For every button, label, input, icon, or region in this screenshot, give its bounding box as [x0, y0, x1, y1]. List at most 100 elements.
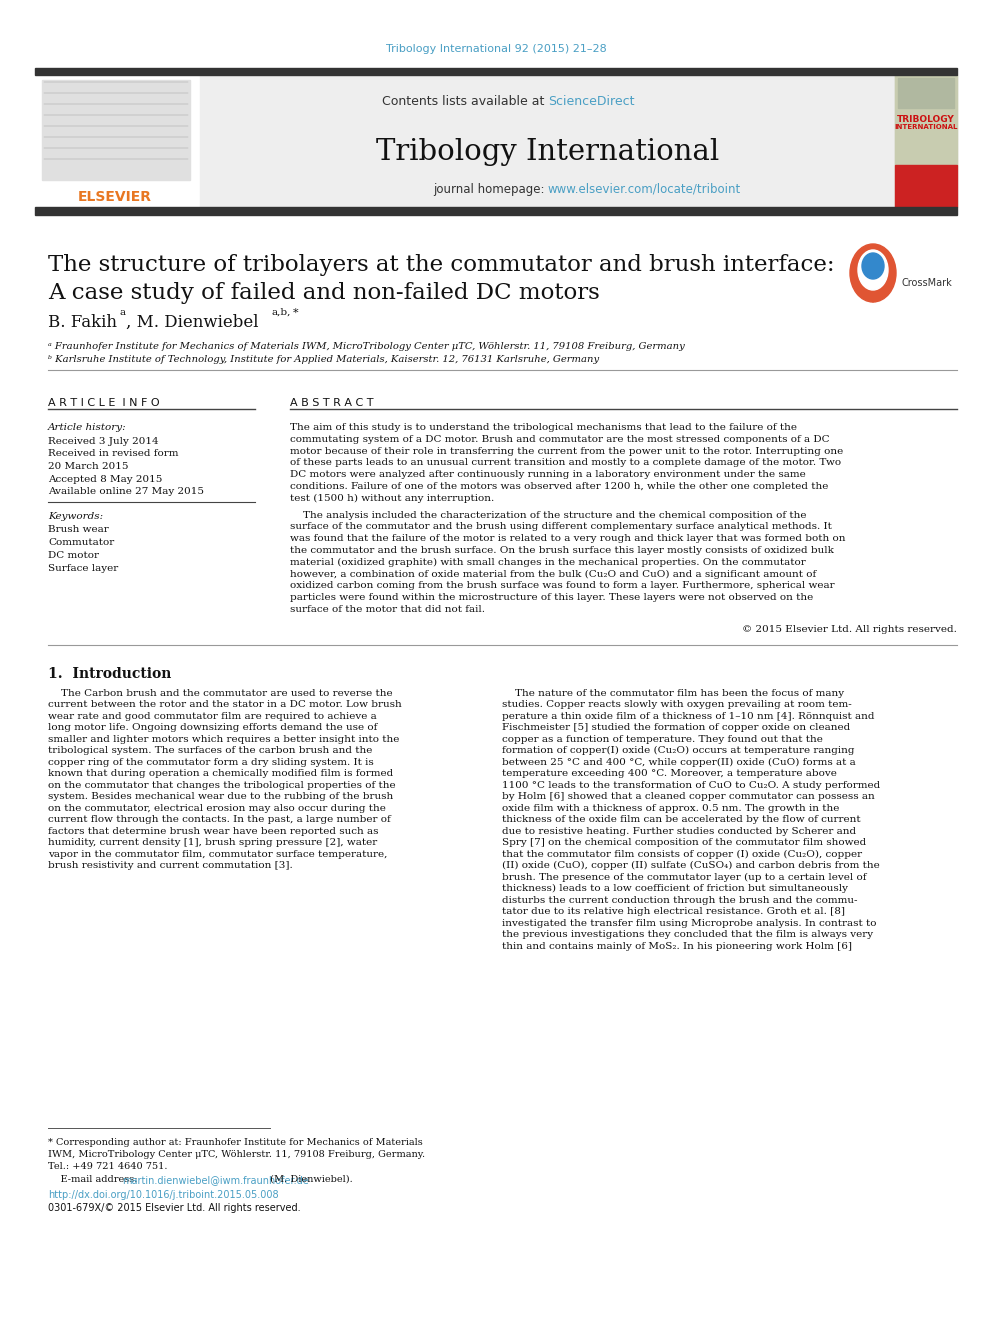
Text: conditions. Failure of one of the motors was observed after 1200 h, while the ot: conditions. Failure of one of the motors… — [290, 482, 828, 491]
Ellipse shape — [850, 243, 896, 302]
Text: copper ring of the commutator form a dry sliding system. It is: copper ring of the commutator form a dry… — [48, 758, 374, 767]
Text: Article history:: Article history: — [48, 423, 127, 433]
Text: thickness of the oxide film can be accelerated by the flow of current: thickness of the oxide film can be accel… — [502, 815, 861, 824]
Text: due to resistive heating. Further studies conducted by Scherer and: due to resistive heating. Further studie… — [502, 827, 856, 836]
Text: A R T I C L E  I N F O: A R T I C L E I N F O — [48, 398, 160, 407]
Text: Fischmeister [5] studied the formation of copper oxide on cleaned: Fischmeister [5] studied the formation o… — [502, 724, 850, 733]
Text: particles were found within the microstructure of this layer. These layers were : particles were found within the microstr… — [290, 593, 813, 602]
Text: current between the rotor and the stator in a DC motor. Low brush: current between the rotor and the stator… — [48, 700, 402, 709]
Text: oxidized carbon coming from the brush surface was found to form a layer. Further: oxidized carbon coming from the brush su… — [290, 581, 834, 590]
Polygon shape — [865, 294, 881, 302]
Text: on the commutator that changes the tribological properties of the: on the commutator that changes the tribo… — [48, 781, 396, 790]
Text: (M. Dienwiebel).: (M. Dienwiebel). — [267, 1175, 353, 1184]
Text: 1100 °C leads to the transformation of CuO to Cu₂O. A study performed: 1100 °C leads to the transformation of C… — [502, 781, 880, 790]
Text: a,b,: a,b, — [272, 308, 292, 318]
Text: B. Fakih: B. Fakih — [48, 314, 122, 331]
Text: (II) oxide (CuO), copper (II) sulfate (CuSO₄) and carbon debris from the: (II) oxide (CuO), copper (II) sulfate (C… — [502, 861, 880, 871]
Text: surface of the motor that did not fail.: surface of the motor that did not fail. — [290, 605, 485, 614]
Text: surface of the commutator and the brush using different complementary surface an: surface of the commutator and the brush … — [290, 523, 832, 532]
Bar — [200, 75, 895, 206]
Text: © 2015 Elsevier Ltd. All rights reserved.: © 2015 Elsevier Ltd. All rights reserved… — [742, 624, 957, 634]
Text: motor because of their role in transferring the current from the power unit to t: motor because of their role in transferr… — [290, 447, 843, 455]
Text: vapor in the commutator film, commutator surface temperature,: vapor in the commutator film, commutator… — [48, 849, 387, 859]
Text: Keywords:: Keywords: — [48, 512, 103, 521]
Bar — [42, 79, 190, 180]
Text: copper as a function of temperature. They found out that the: copper as a function of temperature. The… — [502, 734, 823, 744]
Text: http://dx.doi.org/10.1016/j.triboint.2015.05.008: http://dx.doi.org/10.1016/j.triboint.201… — [48, 1189, 279, 1200]
Text: current flow through the contacts. In the past, a large number of: current flow through the contacts. In th… — [48, 815, 391, 824]
Text: the commutator and the brush surface. On the brush surface this layer mostly con: the commutator and the brush surface. On… — [290, 546, 834, 556]
Text: Accepted 8 May 2015: Accepted 8 May 2015 — [48, 475, 163, 483]
Text: Contents lists available at: Contents lists available at — [382, 95, 548, 108]
Text: The nature of the commutator film has been the focus of many: The nature of the commutator film has be… — [502, 689, 844, 697]
Text: however, a combination of oxide material from the bulk (Cu₂O and CuO) and a sign: however, a combination of oxide material… — [290, 570, 816, 578]
Bar — [35, 75, 200, 206]
Text: Available online 27 May 2015: Available online 27 May 2015 — [48, 487, 204, 496]
Text: Brush wear: Brush wear — [48, 525, 109, 534]
Text: was found that the failure of the motor is related to a very rough and thick lay: was found that the failure of the motor … — [290, 534, 845, 544]
Text: 20 March 2015: 20 March 2015 — [48, 462, 129, 471]
Text: www.elsevier.com/locate/triboint: www.elsevier.com/locate/triboint — [548, 183, 741, 196]
Text: humidity, current density [1], brush spring pressure [2], water: humidity, current density [1], brush spr… — [48, 839, 377, 847]
Text: investigated the transfer film using Microprobe analysis. In contrast to: investigated the transfer film using Mic… — [502, 918, 877, 927]
Text: test (1500 h) without any interruption.: test (1500 h) without any interruption. — [290, 493, 494, 503]
Bar — [895, 75, 957, 165]
Text: tribological system. The surfaces of the carbon brush and the: tribological system. The surfaces of the… — [48, 746, 372, 755]
Text: brush resistivity and current commutation [3].: brush resistivity and current commutatio… — [48, 861, 293, 871]
Text: tator due to its relative high electrical resistance. Groth et al. [8]: tator due to its relative high electrica… — [502, 908, 845, 917]
Text: , M. Dienwiebel: , M. Dienwiebel — [126, 314, 264, 331]
Text: 1.  Introduction: 1. Introduction — [48, 667, 172, 681]
Text: thickness) leads to a low coefficient of friction but simultaneously: thickness) leads to a low coefficient of… — [502, 884, 848, 893]
Text: The Carbon brush and the commutator are used to reverse the: The Carbon brush and the commutator are … — [48, 689, 393, 697]
Text: Tribology International 92 (2015) 21–28: Tribology International 92 (2015) 21–28 — [386, 44, 606, 54]
Text: the previous investigations they concluded that the film is always very: the previous investigations they conclud… — [502, 930, 873, 939]
Text: DC motor: DC motor — [48, 550, 99, 560]
Bar — [898, 78, 954, 108]
Text: oxide film with a thickness of approx. 0.5 nm. The growth in the: oxide film with a thickness of approx. 0… — [502, 804, 839, 812]
Text: Spry [7] on the chemical composition of the commutator film showed: Spry [7] on the chemical composition of … — [502, 839, 866, 847]
Text: Received 3 July 2014: Received 3 July 2014 — [48, 437, 159, 446]
Ellipse shape — [862, 253, 884, 279]
Text: material (oxidized graphite) with small changes in the mechanical properties. On: material (oxidized graphite) with small … — [290, 558, 806, 568]
Text: A case study of failed and non-failed DC motors: A case study of failed and non-failed DC… — [48, 282, 600, 304]
Text: temperature exceeding 400 °C. Moreover, a temperature above: temperature exceeding 400 °C. Moreover, … — [502, 769, 837, 778]
Text: Surface layer: Surface layer — [48, 564, 118, 573]
Text: Tribology International: Tribology International — [376, 138, 719, 165]
Bar — [895, 165, 957, 206]
Bar — [35, 67, 957, 75]
Text: 0301-679X/© 2015 Elsevier Ltd. All rights reserved.: 0301-679X/© 2015 Elsevier Ltd. All right… — [48, 1203, 301, 1213]
Text: studies. Copper reacts slowly with oxygen prevailing at room tem-: studies. Copper reacts slowly with oxyge… — [502, 700, 852, 709]
Text: The structure of tribolayers at the commutator and brush interface:: The structure of tribolayers at the comm… — [48, 254, 834, 277]
Text: The analysis included the characterization of the structure and the chemical com: The analysis included the characterizati… — [290, 511, 806, 520]
Text: DC motors were analyzed after continuously running in a laboratory environment u: DC motors were analyzed after continuous… — [290, 470, 806, 479]
Text: formation of copper(I) oxide (Cu₂O) occurs at temperature ranging: formation of copper(I) oxide (Cu₂O) occu… — [502, 746, 854, 755]
Text: A B S T R A C T: A B S T R A C T — [290, 398, 374, 407]
Text: disturbs the current conduction through the brush and the commu-: disturbs the current conduction through … — [502, 896, 857, 905]
Text: Commutator: Commutator — [48, 538, 114, 546]
Text: on the commutator, electrical erosion may also occur during the: on the commutator, electrical erosion ma… — [48, 804, 386, 812]
Text: ScienceDirect: ScienceDirect — [548, 95, 635, 108]
Text: INTERNATIONAL: INTERNATIONAL — [895, 124, 957, 130]
Text: long motor life. Ongoing downsizing efforts demand the use of: long motor life. Ongoing downsizing effo… — [48, 724, 377, 733]
Text: of these parts leads to an unusual current transition and mostly to a complete d: of these parts leads to an unusual curre… — [290, 458, 841, 467]
Bar — [895, 75, 957, 206]
Ellipse shape — [858, 250, 888, 290]
Text: E-mail address:: E-mail address: — [48, 1175, 141, 1184]
Text: commutating system of a DC motor. Brush and commutator are the most stressed com: commutating system of a DC motor. Brush … — [290, 435, 829, 443]
Text: wear rate and good commutator film are required to achieve a: wear rate and good commutator film are r… — [48, 712, 377, 721]
Text: smaller and lighter motors which requires a better insight into the: smaller and lighter motors which require… — [48, 734, 400, 744]
Text: ᵃ Fraunhofer Institute for Mechanics of Materials IWM, MicroTribology Center μTC: ᵃ Fraunhofer Institute for Mechanics of … — [48, 343, 684, 351]
Text: TRIBOLOGY: TRIBOLOGY — [897, 115, 955, 124]
Text: * Corresponding author at: Fraunhofer Institute for Mechanics of Materials: * Corresponding author at: Fraunhofer In… — [48, 1138, 423, 1147]
Text: perature a thin oxide film of a thickness of 1–10 nm [4]. Rönnquist and: perature a thin oxide film of a thicknes… — [502, 712, 875, 721]
Text: that the commutator film consists of copper (I) oxide (Cu₂O), copper: that the commutator film consists of cop… — [502, 849, 862, 859]
Text: factors that determine brush wear have been reported such as: factors that determine brush wear have b… — [48, 827, 379, 836]
Text: IWM, MicroTribology Center μTC, Wöhlerstr. 11, 79108 Freiburg, Germany.: IWM, MicroTribology Center μTC, Wöhlerst… — [48, 1150, 426, 1159]
Text: journal homepage:: journal homepage: — [433, 183, 548, 196]
Text: Received in revised form: Received in revised form — [48, 450, 179, 459]
Text: between 25 °C and 400 °C, while copper(II) oxide (CuO) forms at a: between 25 °C and 400 °C, while copper(I… — [502, 758, 856, 767]
Text: Tel.: +49 721 4640 751.: Tel.: +49 721 4640 751. — [48, 1162, 168, 1171]
Text: system. Besides mechanical wear due to the rubbing of the brush: system. Besides mechanical wear due to t… — [48, 792, 393, 802]
Text: The aim of this study is to understand the tribological mechanisms that lead to : The aim of this study is to understand t… — [290, 423, 797, 433]
Bar — [35, 206, 957, 216]
